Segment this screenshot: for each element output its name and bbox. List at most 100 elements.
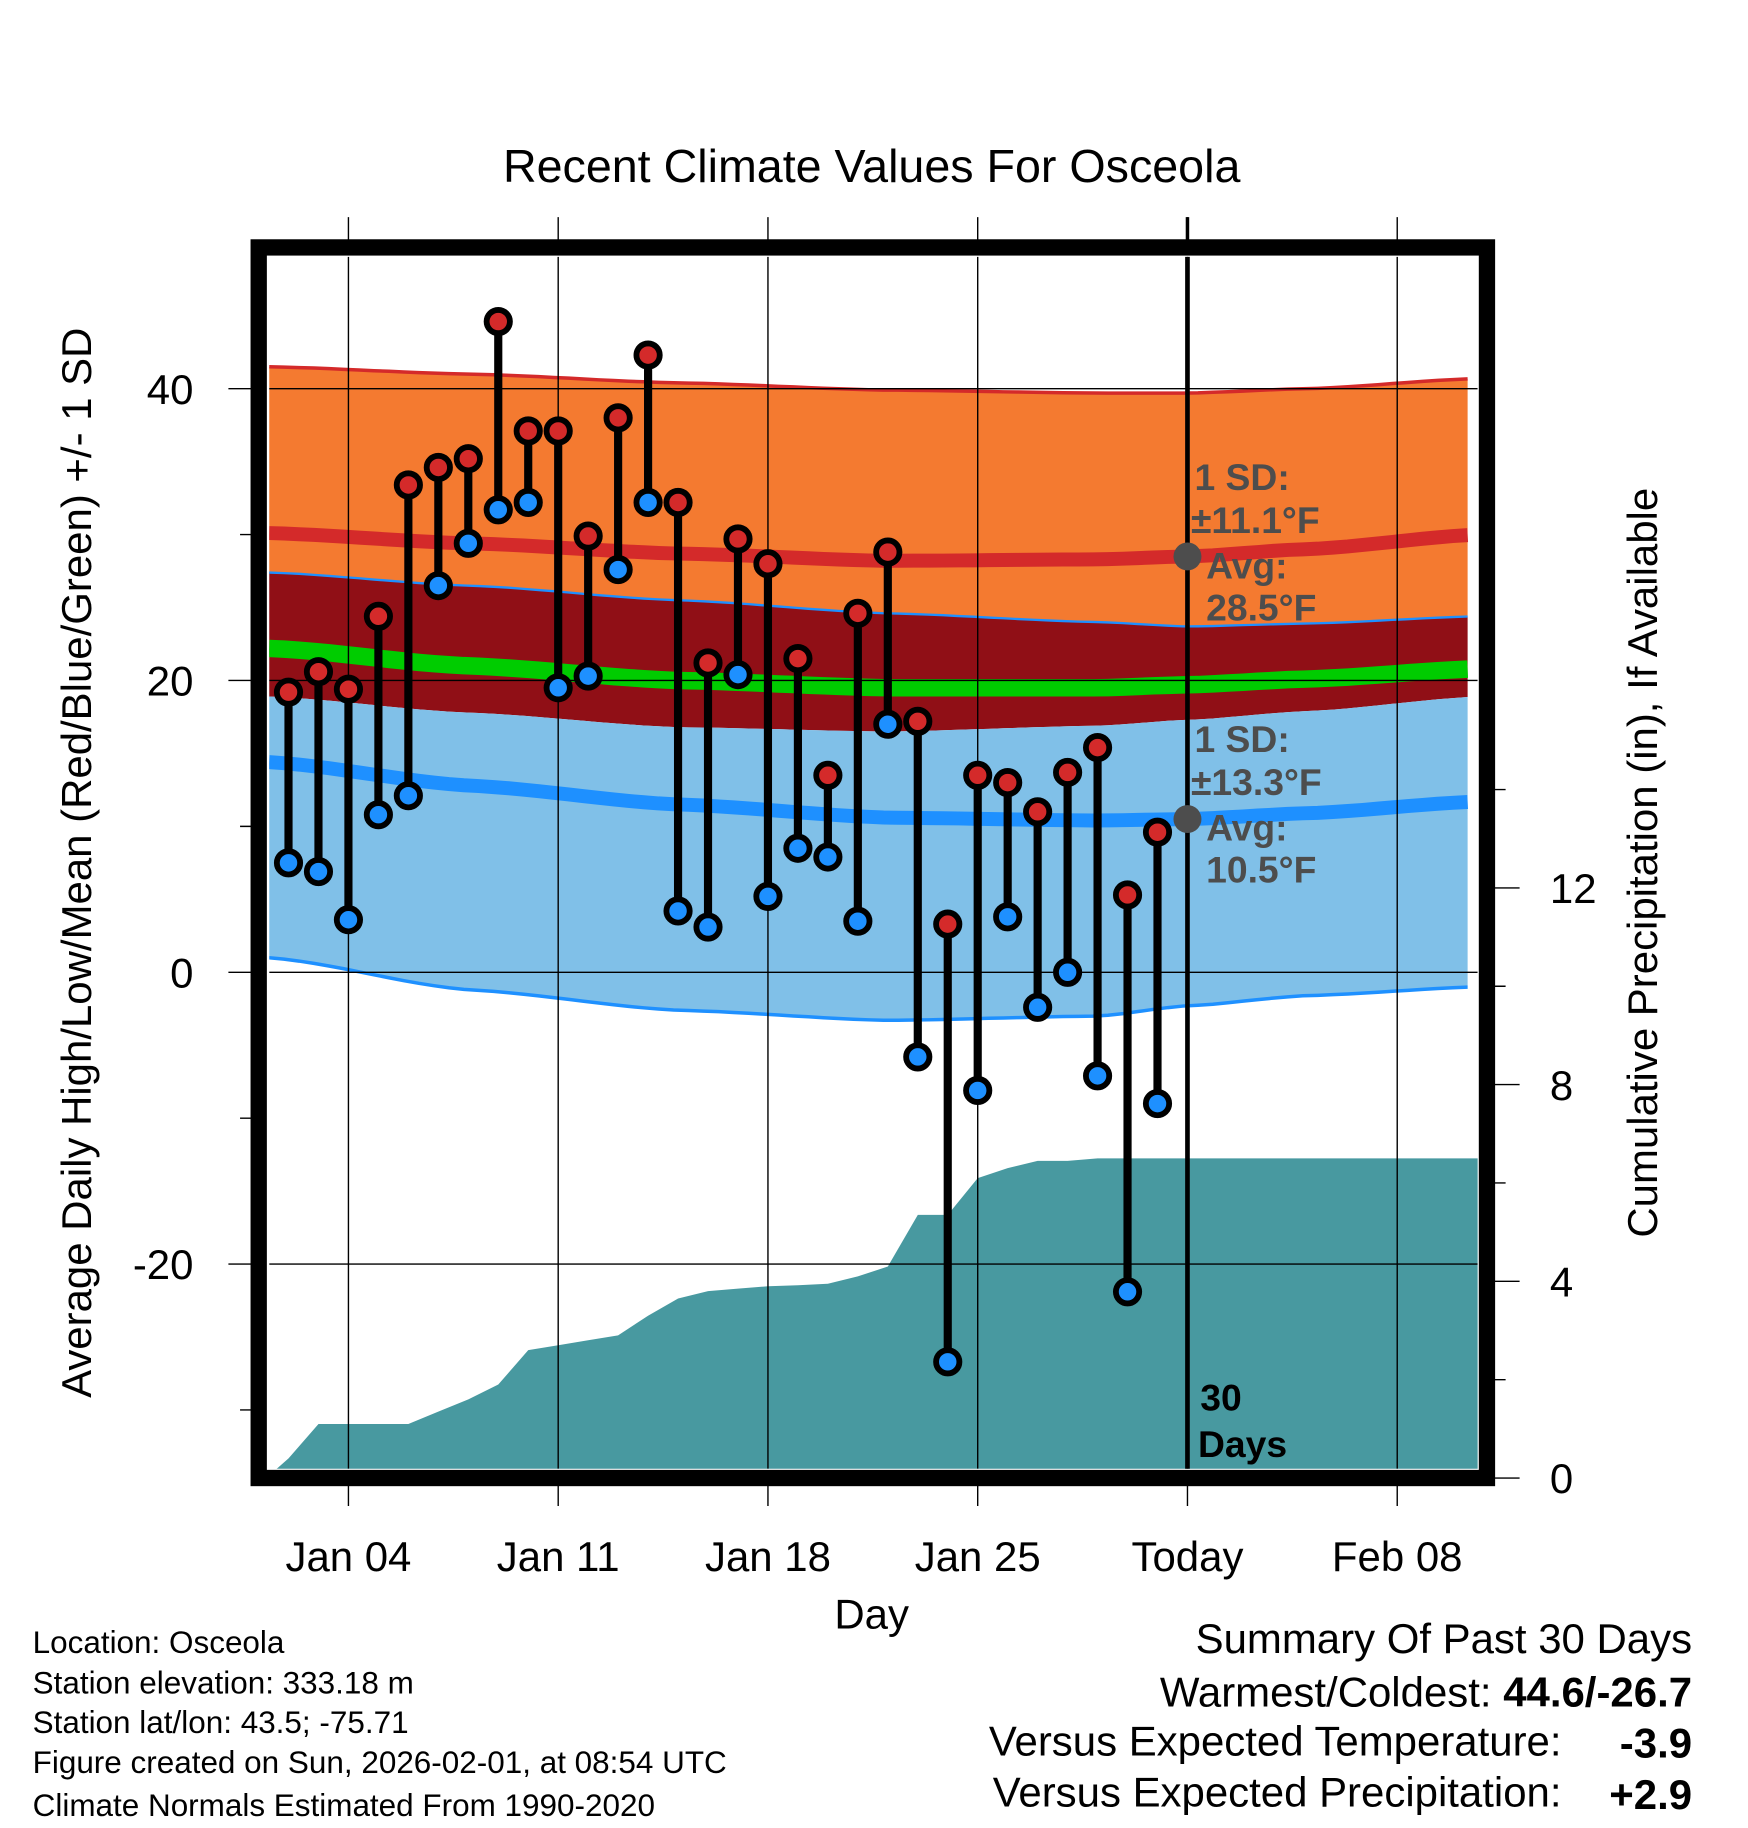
low-point — [843, 906, 873, 936]
high-point — [783, 644, 813, 674]
high-point — [1112, 880, 1143, 910]
high-point — [1142, 817, 1173, 847]
low-point — [963, 1075, 993, 1106]
x-tick-label: Today — [1132, 1533, 1244, 1580]
summary-title: Summary Of Past 30 Days — [1196, 1615, 1692, 1662]
x-tick-label: Jan 18 — [705, 1533, 831, 1580]
low-point — [813, 842, 843, 872]
high-point — [273, 677, 304, 707]
high-point — [693, 648, 723, 678]
low-avg-label: Avg: — [1206, 807, 1287, 849]
low-point — [663, 896, 693, 926]
daily-values — [273, 306, 1173, 1377]
high-point — [633, 340, 663, 370]
temp-value: -3.9 — [1620, 1720, 1692, 1767]
y2-tick-label: 4 — [1550, 1258, 1573, 1305]
x-tick-label: Jan 11 — [497, 1533, 620, 1580]
low-point — [423, 571, 453, 601]
low-minus-sd-line — [269, 955, 1468, 1023]
precip-value: +2.9 — [1609, 1771, 1692, 1818]
low-point — [393, 781, 423, 811]
high-point — [603, 403, 633, 433]
low-point — [1053, 957, 1083, 987]
latlon-text: Station lat/lon: 43.5; -75.71 — [33, 1705, 409, 1740]
low-sd-label: 1 SD: — [1194, 718, 1289, 760]
high-plus-sd-line — [269, 365, 1468, 395]
x-tick-label: Feb 08 — [1332, 1533, 1463, 1580]
low-point — [513, 487, 543, 518]
high-point — [843, 598, 873, 628]
low-point — [933, 1347, 963, 1377]
high-point — [513, 416, 543, 446]
warmest-value: 44.6/-26.7 — [1503, 1668, 1692, 1715]
plot-frame — [250, 239, 1496, 1487]
high-sd-value: ±11.1°F — [1191, 499, 1320, 541]
days-unit-label: Days — [1198, 1423, 1287, 1465]
warmest-label: Warmest/Coldest: — [1160, 1668, 1503, 1715]
high-point — [933, 909, 963, 939]
high-avg-marker — [1173, 542, 1202, 571]
low-point — [1083, 1061, 1113, 1091]
high-point — [813, 760, 843, 790]
created-text: Figure created on Sun, 2026-02-01, at 08… — [33, 1745, 727, 1780]
low-point — [723, 660, 753, 690]
high-point — [303, 657, 334, 687]
low-point — [753, 881, 783, 911]
high-point — [873, 537, 903, 567]
high-point — [723, 524, 753, 554]
high-point — [1053, 757, 1083, 787]
precip-area — [276, 1158, 1478, 1469]
normals-text: Climate Normals Estimated From 1990-2020 — [33, 1788, 655, 1823]
low-point — [483, 495, 513, 525]
y-tick-label: 40 — [147, 366, 194, 413]
low-point — [1112, 1277, 1143, 1307]
annotations: 1 SD: ±11.1°F Avg: 28.5°F 1 SD: ±13.3°F … — [1173, 456, 1322, 1465]
precipitation-area — [276, 1158, 1478, 1469]
low-point — [303, 857, 334, 887]
chart-title: Recent Climate Values For Osceola — [503, 140, 1240, 192]
low-sd-value: ±13.3°F — [1191, 761, 1322, 803]
precip-label: Versus Expected Precipitation: — [993, 1769, 1562, 1816]
summary: Summary Of Past 30 Days Warmest/Coldest:… — [989, 1615, 1692, 1818]
x-tick-label: Jan 04 — [285, 1533, 411, 1580]
location-text: Location: Osceola — [33, 1625, 285, 1660]
high-point — [993, 768, 1023, 798]
low-point — [573, 661, 603, 691]
low-point — [333, 905, 364, 935]
y2-tick-label: 8 — [1550, 1062, 1573, 1109]
low-point — [1142, 1089, 1173, 1119]
low-sd-band — [269, 696, 1468, 1021]
warmest-coldest: Warmest/Coldest: 44.6/-26.7 — [1160, 1668, 1692, 1715]
high-point — [543, 416, 573, 446]
low-avg-value: 10.5°F — [1206, 849, 1316, 891]
low-point — [903, 1042, 933, 1072]
y-axis-label: Average Daily High/Low/Mean (Red/Blue/Gr… — [53, 328, 100, 1398]
y-tick-label: -20 — [133, 1241, 194, 1288]
low-point — [1023, 992, 1053, 1022]
y2-axis-label: Cumulative Precipitation (in), If Availa… — [1619, 488, 1666, 1238]
days-count-label: 30 — [1200, 1376, 1241, 1418]
temp-label: Versus Expected Temperature: — [989, 1717, 1562, 1764]
high-point — [1023, 797, 1053, 827]
high-point — [423, 452, 453, 483]
high-avg-value: 28.5°F — [1206, 586, 1316, 628]
high-avg-label: Avg: — [1206, 544, 1287, 586]
high-point — [1083, 733, 1113, 763]
high-point — [333, 674, 364, 704]
x-tick-label: Jan 25 — [915, 1533, 1041, 1580]
high-point — [903, 706, 933, 736]
high-point — [483, 306, 513, 337]
high-point — [393, 470, 423, 500]
low-point — [693, 912, 723, 942]
elevation-text: Station elevation: 333.18 m — [33, 1666, 414, 1701]
low-point — [993, 902, 1023, 932]
low-point — [603, 555, 633, 585]
high-point — [453, 444, 483, 474]
high-point — [753, 549, 783, 579]
low-point — [453, 528, 483, 558]
station-info: Location: Osceola Station elevation: 333… — [33, 1625, 727, 1823]
y-tick-label: 20 — [147, 658, 194, 705]
axes: Jan 04 Jan 11 Jan 18 Jan 25 Today Feb 0840200… — [133, 366, 1597, 1580]
high-sd-label: 1 SD: — [1194, 456, 1289, 498]
